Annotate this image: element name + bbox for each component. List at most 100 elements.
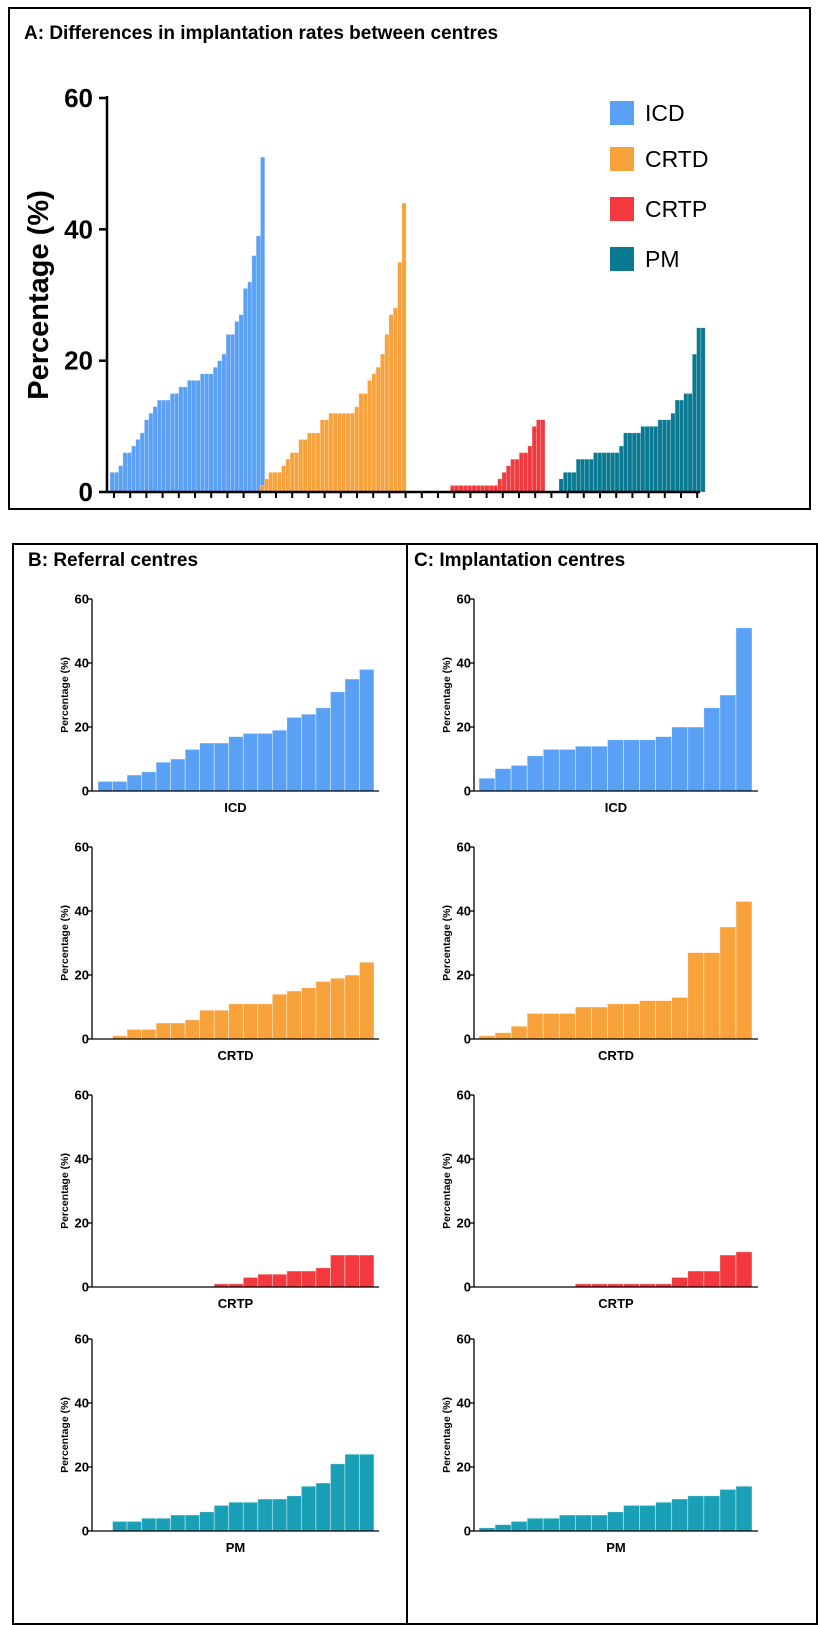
bar-crtp [501, 472, 507, 493]
bar-crtd [285, 458, 291, 493]
bar-icd [255, 235, 261, 493]
bar-pm [126, 1521, 142, 1532]
bar-crtp [242, 1277, 259, 1288]
bar-crtp [359, 1254, 375, 1288]
bar-crtp [315, 1267, 331, 1288]
bar-crtd [301, 987, 317, 1040]
bar-pm [271, 1498, 288, 1532]
bar-icd [174, 393, 180, 493]
bar-icd [242, 733, 259, 792]
bar-crtd [324, 419, 330, 493]
panel-a: A: Differences in implantation rates bet… [8, 7, 811, 510]
bar-icd [118, 465, 124, 493]
y-tick-label: 20 [75, 968, 89, 983]
y-tick-label: 40 [75, 656, 89, 671]
x-axis-label: ICD [605, 800, 627, 815]
bar-pm [575, 1514, 592, 1532]
bar-crtd [384, 334, 390, 493]
bar-icd [243, 288, 248, 493]
bar-icd [169, 393, 175, 493]
bar-crtd [307, 432, 312, 493]
bar-icd [607, 739, 624, 792]
y-axis-label: Percentage (%) [59, 1397, 71, 1473]
bar-pm [286, 1495, 302, 1532]
bar-crtp [735, 1251, 753, 1288]
bar-crtd [281, 465, 287, 493]
bar-crtp [687, 1270, 705, 1288]
legend-label-crtd: CRTD [645, 146, 708, 172]
bar-crtp [271, 1273, 288, 1288]
bar-pm [653, 426, 659, 493]
bar-pm [112, 1521, 128, 1532]
bar-icd [225, 334, 231, 493]
y-tick-label: 20 [457, 720, 471, 735]
bar-crtd [228, 1003, 244, 1040]
bar-crtd [289, 452, 295, 493]
bar-icd [139, 432, 145, 493]
bar-icd [247, 281, 253, 493]
y-tick-label: 20 [64, 346, 93, 376]
x-axis-label: CRTP [218, 1296, 254, 1311]
bar-pm [644, 426, 650, 493]
bar-pm [636, 432, 641, 493]
bar-crtd [494, 1032, 512, 1040]
bar-pm [330, 1463, 346, 1532]
bar-icd [178, 386, 184, 493]
bar-icd [144, 419, 149, 493]
bar-pm [618, 445, 624, 493]
bar-crtp [344, 1254, 360, 1288]
bar-crtp [301, 1270, 317, 1288]
bar-icd [157, 399, 162, 493]
bar-crtd [294, 452, 299, 493]
bar-crtd [337, 412, 342, 493]
bar-crtd [401, 202, 407, 493]
bar-pm [606, 452, 611, 493]
bar-crtd [332, 412, 338, 493]
panel-b-title: B: Referral centres [28, 550, 199, 571]
y-tick-label: 0 [464, 1032, 471, 1047]
y-tick-label: 40 [75, 1396, 89, 1411]
bar-crtd [272, 472, 278, 493]
bar-pm [567, 472, 573, 493]
bar-icd [623, 739, 640, 792]
bar-crtp [523, 452, 529, 493]
bar-icd [165, 399, 171, 493]
bar-crtp [330, 1254, 346, 1288]
bar-pm [703, 1495, 721, 1532]
bar-crtd [264, 478, 269, 493]
bar-icd [204, 373, 210, 493]
bar-icd [251, 255, 257, 493]
x-axis-label: PM [606, 1540, 626, 1555]
bar-pm [649, 426, 654, 493]
panel-a-title: A: Differences in implantation rates bet… [24, 23, 499, 44]
bar-pm [593, 452, 598, 493]
bar-icd [238, 314, 244, 493]
bar-crtd [276, 472, 282, 493]
y-tick-label: 60 [457, 592, 471, 607]
bar-pm [719, 1489, 737, 1532]
bar-crtd [298, 439, 304, 493]
bar-pm [359, 1453, 375, 1532]
bar-crtd [141, 1029, 157, 1040]
bar-crtd [345, 412, 351, 493]
bar-icd [131, 445, 137, 493]
bar-crtd [354, 406, 360, 493]
bar-pm [344, 1453, 360, 1532]
y-tick-label: 60 [75, 840, 89, 855]
y-tick-label: 20 [457, 1216, 471, 1231]
bar-crtd [341, 412, 347, 493]
bar-crtp [540, 419, 546, 493]
legend-label-crtp: CRTP [645, 196, 707, 222]
y-tick-label: 40 [457, 1152, 471, 1167]
bar-crtd [510, 1025, 528, 1040]
y-tick-label: 0 [464, 1280, 471, 1295]
bar-crtd [719, 926, 737, 1040]
bar-crtp [703, 1270, 721, 1288]
x-axis-label: CRTP [598, 1296, 634, 1311]
bar-icd [212, 366, 218, 493]
bar-crtd [388, 314, 394, 493]
bar-pm [199, 1511, 215, 1532]
bar-icd [735, 627, 753, 792]
y-tick-label: 0 [82, 1280, 89, 1295]
bar-pm [627, 432, 633, 493]
